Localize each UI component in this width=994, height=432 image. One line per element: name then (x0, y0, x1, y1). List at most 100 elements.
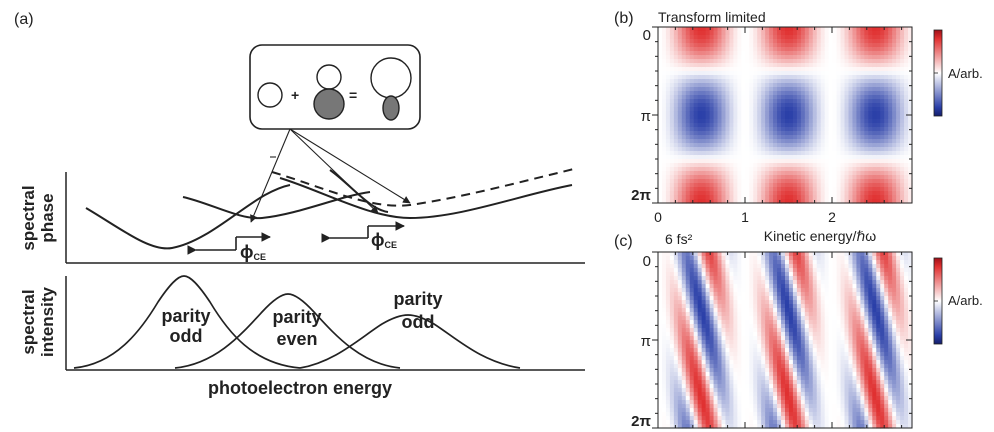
panel-b-cell (812, 123, 818, 128)
panel-b-cell (733, 135, 738, 140)
panel-b-cell (673, 55, 679, 60)
panel-c-cell (753, 424, 758, 429)
panel-b-cell (872, 95, 877, 100)
panel-c-cell (729, 416, 735, 421)
panel-c-cell (777, 380, 782, 385)
panel-c-cell (697, 352, 703, 357)
panel-b-cell (904, 67, 909, 72)
panel-b-cell (820, 123, 826, 128)
panel-c-cell (709, 380, 715, 385)
panel-b-cell (864, 135, 869, 140)
panel-b-cell (701, 43, 707, 48)
panel-b-cell (761, 135, 766, 140)
panel-b-cell (669, 163, 675, 168)
panel-b-cell (860, 187, 865, 192)
panel-b-cell (677, 35, 683, 40)
panel-c-cell (725, 304, 731, 309)
panel-b-cell (765, 47, 770, 52)
panel-c-cell (832, 392, 838, 397)
panel-c-cell (701, 320, 707, 325)
panel-b-cell (693, 175, 699, 180)
panel-b-cell (880, 51, 885, 56)
panel-b-cell (848, 143, 854, 148)
panel-c-cell (836, 408, 842, 413)
panel-b-cell (725, 31, 731, 36)
panel-c-cell (697, 384, 703, 389)
panel-b-cell (832, 95, 838, 100)
panel-b-cell (757, 91, 762, 96)
panel-c-cell (737, 412, 742, 417)
panel-b-cell (658, 43, 663, 48)
panel-b-cell (816, 51, 822, 56)
panel-b-cell (725, 51, 731, 56)
panel-b-cell (737, 75, 742, 80)
panel-b-cell (884, 155, 889, 160)
panel-b-cell (689, 79, 695, 84)
panel-c-cell (773, 324, 778, 329)
panel-c-cell (669, 308, 675, 313)
panel-b-cell (705, 167, 711, 172)
panel-b-cell (733, 47, 738, 52)
panel-c-cell (753, 292, 758, 297)
panel-c-cell (761, 368, 766, 373)
panel-c-cell (769, 392, 774, 397)
panel-b-cell (729, 35, 735, 40)
panel-b-cell (673, 103, 679, 108)
panel-c-cell (697, 312, 703, 317)
panel-b-cell (876, 163, 881, 168)
panel-c-cell (749, 348, 754, 353)
panel-b-cell (661, 111, 667, 116)
panel-b-cell (737, 95, 742, 100)
panel-b-cell (840, 151, 846, 156)
panel-c-cell (788, 360, 794, 365)
panel-b-cell (832, 123, 838, 128)
panel-b-cell (864, 187, 869, 192)
panel-b-cell (828, 195, 834, 200)
panel-b-cell (669, 103, 675, 108)
panel-c-cell (820, 288, 826, 293)
panel-b-cell (761, 191, 766, 196)
panel-b-cell (785, 143, 790, 148)
panel-c-cell (721, 368, 727, 373)
panel-c-cell (816, 260, 822, 265)
panel-c-cell (804, 356, 810, 361)
panel-b-cell (665, 83, 671, 88)
panel-b-cell (840, 143, 846, 148)
panel-c-cell (658, 420, 663, 425)
panel-b-cell (880, 131, 885, 136)
panel-c-cell (816, 416, 822, 421)
panel-c-cell (665, 328, 671, 333)
panel-b-cell (761, 159, 766, 164)
panel-b-cell (860, 47, 865, 52)
panel-b-cell (717, 71, 723, 76)
panel-b-cell (665, 39, 671, 44)
panel-b-cell (658, 139, 663, 144)
panel-b-cell (908, 79, 913, 84)
panel-c-cell (705, 368, 711, 373)
panel-c-cell (773, 364, 778, 369)
panel-c-cell (788, 256, 794, 261)
panel-b-cell (677, 111, 683, 116)
panel-b-cell (749, 195, 754, 200)
panel-b-cell (677, 39, 683, 44)
panel-b-cell (892, 87, 897, 92)
panel-b-cell (757, 135, 762, 140)
panel-c-cell (709, 356, 715, 361)
panel-b-cell (888, 55, 893, 60)
panel-c-cell (757, 320, 762, 325)
panel-c-cell (721, 260, 727, 265)
panel-c-cell (792, 380, 798, 385)
panel-b-cell (769, 59, 774, 64)
panel-b-cell (745, 27, 750, 32)
panel-c-cell (832, 408, 838, 413)
panel-c-cell (737, 332, 742, 337)
panel-c-cell (800, 336, 806, 341)
panel-c-cell (785, 264, 790, 269)
panel-b-cell (697, 119, 703, 124)
panel-b-cell (669, 67, 675, 72)
panel-b-cell (880, 151, 885, 156)
panel-c-cell (840, 280, 846, 285)
panel-c-cell (765, 324, 770, 329)
panel-c-cell (753, 288, 758, 293)
panel-c-cell (765, 336, 770, 341)
